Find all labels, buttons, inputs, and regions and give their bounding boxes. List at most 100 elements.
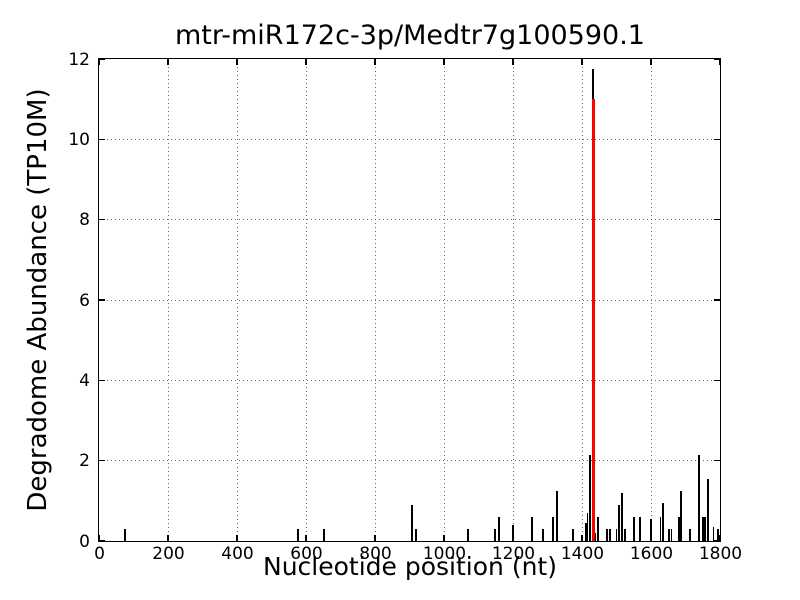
x-tick-mark	[443, 59, 445, 65]
degradome-spike	[702, 516, 704, 541]
x-tick-label: 1400	[560, 544, 605, 564]
x-tick-mark	[98, 535, 100, 541]
degradome-spike	[323, 528, 325, 541]
x-tick-mark	[236, 59, 238, 65]
degradome-spike	[556, 490, 558, 541]
degradome-spike	[498, 516, 500, 541]
x-tick-mark	[512, 59, 514, 65]
degradome-spike	[650, 518, 652, 541]
degradome-spike	[707, 478, 709, 541]
degradome-spike	[467, 528, 469, 541]
x-tick-label: 1800	[698, 544, 743, 564]
degradome-spike	[689, 528, 691, 541]
degradome-spike	[615, 528, 618, 541]
degradome-spike	[712, 526, 715, 541]
x-tick-mark	[236, 535, 238, 541]
x-tick-mark	[167, 535, 169, 541]
y-tick-label: 8	[79, 210, 90, 231]
degradome-spike	[297, 528, 299, 541]
degradome-spike	[621, 492, 623, 541]
y-tick-label: 4	[79, 370, 90, 391]
plot-area	[98, 58, 721, 542]
y-tick-label: 0	[79, 531, 90, 552]
x-tick-mark	[305, 535, 307, 541]
y-gridline	[99, 379, 720, 381]
x-tick-label: 800	[359, 544, 392, 564]
y-tick-label: 12	[68, 49, 90, 70]
x-tick-label: 400	[221, 544, 254, 564]
y-tick-mark	[99, 138, 105, 141]
y-gridline	[99, 460, 720, 462]
degradome-spike	[552, 516, 554, 541]
y-tick-label: 10	[68, 129, 90, 150]
y-tick-label: 2	[79, 451, 90, 472]
degradome-spike	[670, 528, 673, 541]
y-tick-mark	[714, 379, 720, 382]
x-tick-mark	[98, 59, 100, 65]
y-tick-mark	[99, 459, 105, 462]
degradome-spike	[581, 534, 583, 541]
x-tick-mark	[443, 535, 445, 541]
x-tick-mark	[719, 59, 721, 65]
y-tick-mark	[714, 299, 720, 301]
y-tick-mark	[714, 459, 720, 462]
degradome-spike	[717, 528, 719, 541]
x-tick-mark	[581, 59, 583, 65]
degradome-spike	[609, 528, 611, 541]
y-tick-mark	[99, 58, 105, 60]
x-tick-label: 1600	[629, 544, 674, 564]
degradome-spike	[586, 512, 589, 541]
y-gridline	[99, 138, 720, 140]
degradome-spike	[633, 516, 635, 541]
degradome-spike	[618, 504, 620, 541]
y-tick-label: 6	[79, 290, 90, 311]
degradome-spike	[639, 516, 641, 541]
degradome-spike	[704, 516, 706, 541]
y-gridline	[99, 219, 720, 221]
degradome-spike	[512, 524, 514, 541]
x-tick-mark	[167, 59, 169, 65]
y-tick-mark	[99, 299, 105, 301]
degradome-spike	[624, 528, 626, 541]
degradome-spike	[659, 516, 662, 541]
degradome-spike	[411, 504, 413, 541]
degradome-spike	[585, 522, 587, 541]
degradome-spike	[572, 528, 574, 541]
x-tick-mark	[374, 59, 376, 65]
x-tick-label: 1000	[422, 544, 467, 564]
x-tick-mark	[374, 535, 376, 541]
degradome-spike	[594, 532, 596, 541]
degradome-spike	[662, 502, 664, 541]
x-tick-mark	[650, 59, 652, 65]
y-tick-mark	[99, 218, 105, 221]
degradome-spike	[494, 528, 496, 541]
degradome-spike	[597, 516, 599, 541]
degradome-spike	[531, 516, 533, 541]
degradome-spike	[668, 528, 670, 541]
degradome-spike	[589, 454, 591, 541]
y-tick-mark	[714, 540, 720, 542]
degradome-spike	[124, 528, 126, 541]
x-axis-label: Nucleotide position (nt)	[263, 552, 557, 581]
x-tick-mark	[305, 59, 307, 65]
degradome-spike	[606, 528, 608, 541]
chart-title: mtr-miR172c-3p/Medtr7g100590.1	[175, 20, 645, 51]
y-tick-mark	[714, 138, 720, 141]
degradome-spike	[698, 454, 700, 541]
x-tick-label: 200	[152, 544, 185, 564]
y-tick-mark	[99, 379, 105, 382]
x-tick-mark	[719, 535, 721, 541]
y-gridline	[99, 299, 720, 301]
degradome-spike	[678, 516, 680, 541]
y-tick-mark	[714, 58, 720, 60]
y-tick-mark	[99, 540, 105, 542]
y-tick-mark	[714, 218, 720, 221]
x-tick-label: 1200	[491, 544, 536, 564]
degradome-spike	[680, 490, 682, 541]
cleavage-site-marker	[591, 99, 595, 541]
degradome-spike	[542, 528, 544, 541]
x-tick-label: 0	[94, 544, 105, 564]
x-tick-label: 600	[290, 544, 323, 564]
degradome-spike	[415, 528, 417, 541]
